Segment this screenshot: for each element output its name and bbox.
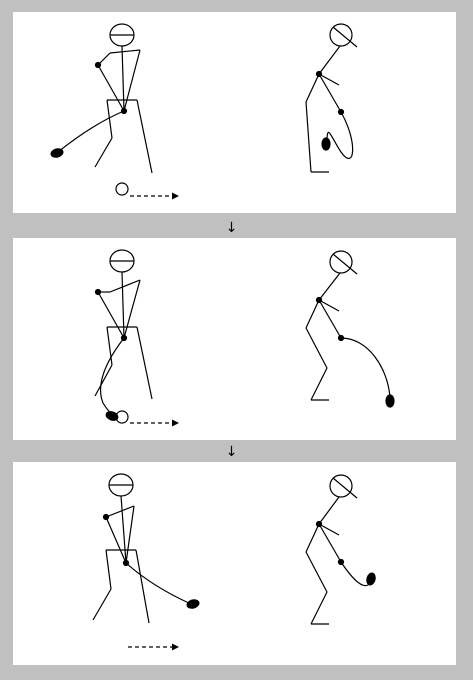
golfer-head (329, 250, 353, 274)
arm-lower (318, 73, 340, 86)
golfer-head (329, 23, 353, 47)
side-view-golfer (305, 474, 376, 625)
back-leg (310, 367, 328, 401)
swing-arc (326, 111, 354, 159)
club-shaft (57, 110, 125, 153)
elbow-joint (102, 513, 110, 521)
back-line (318, 496, 340, 525)
front-leg (305, 73, 320, 103)
left-leg-upper (106, 99, 113, 139)
shoulder-line (109, 279, 141, 293)
panel-2-drawing (94, 249, 395, 427)
shoulder-line (105, 505, 135, 518)
back-line (318, 45, 341, 75)
front-leg-lower (305, 551, 328, 593)
left-leg-lower (94, 364, 113, 397)
side-view-golfer (305, 23, 358, 173)
sequence-arrow: ↓ (225, 220, 238, 236)
panel-1-drawing (50, 23, 358, 200)
ball-direction-arrow (130, 192, 179, 200)
arm-upper (318, 523, 342, 563)
spine-line (123, 279, 141, 339)
swing-arc (340, 337, 391, 399)
left-leg-upper (105, 549, 112, 590)
club-head (385, 394, 395, 408)
club-shaft (125, 562, 192, 605)
right-leg (135, 549, 150, 624)
back-leg (310, 591, 328, 625)
left-leg-lower (92, 588, 112, 621)
front-view-golfer (92, 473, 200, 624)
torso-line (120, 495, 127, 564)
arm-lower (97, 64, 125, 112)
torso-line (121, 271, 125, 339)
elbow-joint (94, 288, 102, 296)
golfer-head (329, 474, 353, 498)
front-view-golfer (94, 249, 153, 421)
head-band (332, 26, 358, 48)
arm-upper (318, 73, 342, 113)
arm-lower (97, 291, 125, 339)
side-view-golfer (305, 250, 395, 408)
golf-ball (115, 410, 129, 424)
front-leg-lower (305, 101, 312, 173)
club-head (50, 148, 64, 158)
swing-panel-2 (13, 238, 456, 440)
front-leg-lower (305, 327, 328, 369)
right-leg (136, 326, 153, 400)
golf-ball (115, 182, 129, 196)
left-leg-lower (94, 137, 113, 168)
shoulder-line (109, 49, 141, 54)
ball-direction-arrow (128, 643, 179, 651)
arm-lower (105, 516, 127, 564)
club-head (186, 599, 200, 609)
left-leg-upper (106, 326, 113, 366)
swing-panel-3 (13, 462, 456, 665)
head-band (332, 477, 358, 499)
back-line (318, 272, 341, 301)
panel-3-drawing (92, 473, 376, 651)
head-band (332, 253, 358, 275)
club-head (105, 411, 119, 421)
club-shaft (99, 337, 125, 417)
torso-line (121, 45, 125, 112)
sequence-arrow: ↓ (225, 444, 238, 460)
swing-panel-1 (13, 12, 456, 213)
arm-lower (318, 299, 340, 312)
club-head (321, 137, 331, 151)
club-head (366, 572, 376, 586)
front-leg (305, 523, 320, 553)
front-leg (305, 299, 320, 329)
arm-lower (318, 523, 340, 536)
ball-direction-arrow (130, 419, 179, 427)
front-view-golfer (50, 23, 153, 174)
spine-line (125, 505, 135, 564)
arm-upper (318, 299, 342, 339)
elbow-joint (94, 61, 102, 69)
right-leg (136, 99, 153, 174)
spine-line (123, 49, 141, 112)
